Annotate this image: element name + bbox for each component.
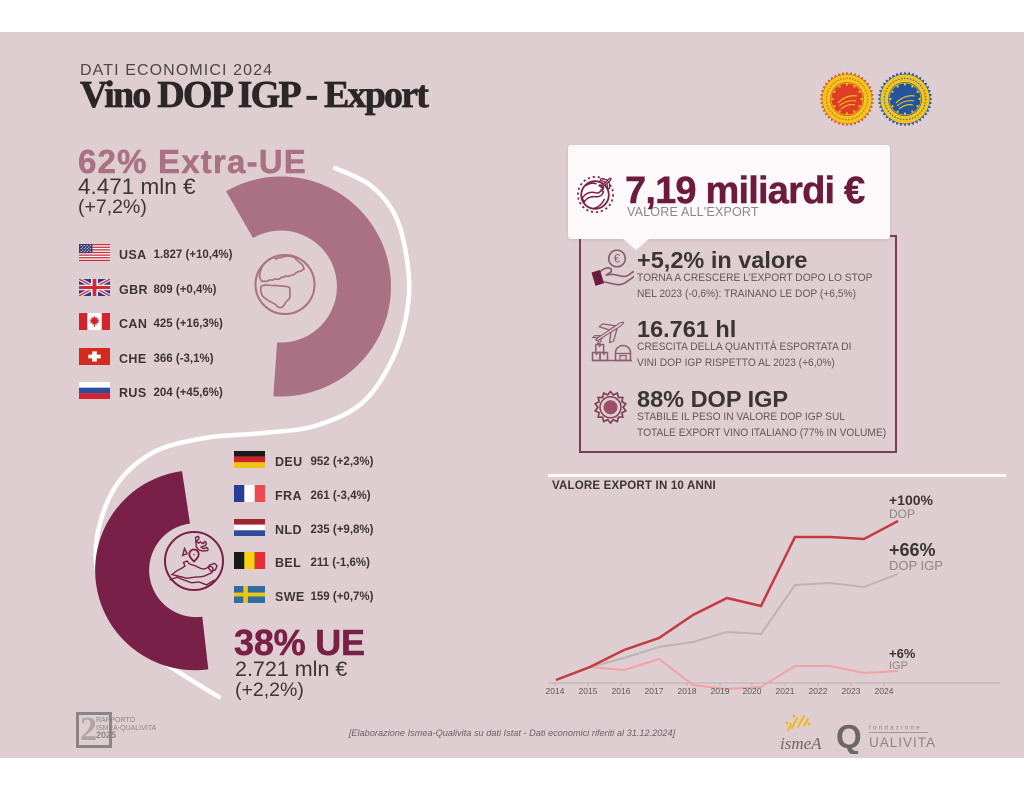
svg-text:2019: 2019: [711, 686, 730, 696]
svg-text:2022: 2022: [809, 686, 828, 696]
svg-text:2014: 2014: [546, 686, 565, 696]
svg-text:2016: 2016: [612, 686, 631, 696]
svg-text:2015: 2015: [579, 686, 598, 696]
svg-text:2018: 2018: [678, 686, 697, 696]
svg-text:2021: 2021: [776, 686, 795, 696]
svg-text:2017: 2017: [645, 686, 664, 696]
svg-text:2020: 2020: [743, 686, 762, 696]
svg-text:UALIVITA: UALIVITA: [869, 735, 936, 750]
svg-text:2023: 2023: [842, 686, 861, 696]
svg-text:fondazione: fondazione: [869, 725, 922, 732]
svg-text:Q: Q: [836, 718, 862, 754]
svg-text:€: €: [614, 254, 621, 266]
svg-text:2024: 2024: [875, 686, 894, 696]
svg-text:ismeA: ismeA: [780, 734, 822, 752]
